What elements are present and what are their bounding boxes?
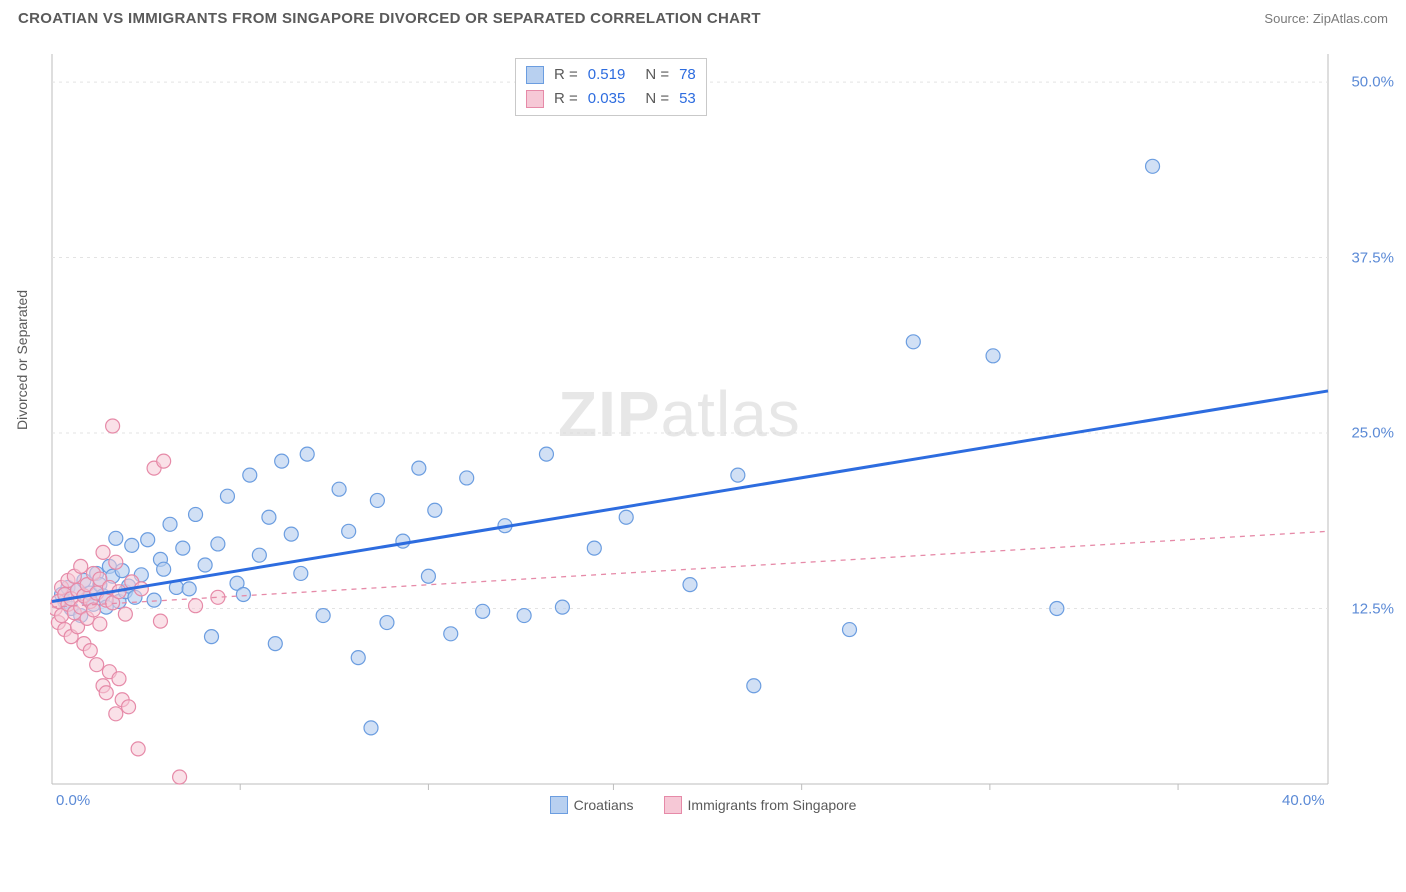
y-tick-label: 25.0% [1351,425,1394,442]
y-tick-label: 37.5% [1351,249,1394,266]
series-legend-label: Immigrants from Singapore [688,797,857,813]
legend-swatch [526,90,544,108]
series-legend-label: Croatians [574,797,634,813]
chart-area [50,52,1380,842]
legend-swatch [526,66,544,84]
y-tick-label: 12.5% [1351,600,1394,617]
chart-title: CROATIAN VS IMMIGRANTS FROM SINGAPORE DI… [18,10,761,27]
y-axis-label: Divorced or Separated [14,290,30,430]
correlation-legend-row: R =0.519N =78 [526,63,696,87]
y-tick-label: 50.0% [1351,74,1394,91]
series-legend-item: Immigrants from Singapore [664,796,857,814]
legend-swatch [550,796,568,814]
series-legend-item: Croatians [550,796,634,814]
series-legend: Croatians Immigrants from Singapore [0,796,1406,814]
chart-source: Source: ZipAtlas.com [1264,11,1388,26]
scatter-plot-svg [50,52,1330,810]
correlation-legend: R =0.519N =78R =0.035N =53 [515,58,707,116]
legend-swatch [664,796,682,814]
chart-header: CROATIAN VS IMMIGRANTS FROM SINGAPORE DI… [0,0,1406,35]
correlation-legend-row: R =0.035N =53 [526,87,696,111]
